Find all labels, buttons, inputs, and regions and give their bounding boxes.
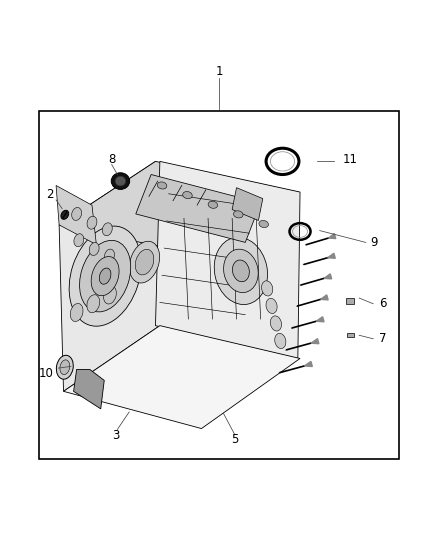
- Ellipse shape: [130, 241, 159, 283]
- Ellipse shape: [70, 303, 83, 321]
- Text: 8: 8: [108, 152, 115, 166]
- Polygon shape: [64, 326, 300, 429]
- Ellipse shape: [157, 182, 167, 189]
- Polygon shape: [232, 188, 263, 221]
- Ellipse shape: [72, 207, 81, 221]
- Polygon shape: [328, 233, 336, 239]
- Ellipse shape: [115, 176, 126, 186]
- Ellipse shape: [111, 173, 130, 189]
- Ellipse shape: [99, 268, 111, 284]
- Ellipse shape: [266, 298, 277, 313]
- Ellipse shape: [135, 249, 154, 275]
- Polygon shape: [316, 317, 324, 322]
- Text: 11: 11: [343, 152, 358, 166]
- Polygon shape: [136, 174, 261, 243]
- Polygon shape: [59, 161, 160, 391]
- Ellipse shape: [57, 356, 73, 379]
- Ellipse shape: [69, 226, 141, 326]
- Ellipse shape: [261, 281, 273, 296]
- Text: 3: 3: [113, 429, 120, 442]
- Polygon shape: [321, 295, 328, 300]
- Ellipse shape: [208, 201, 218, 208]
- Text: 7: 7: [379, 332, 387, 345]
- Polygon shape: [155, 161, 300, 359]
- Polygon shape: [74, 369, 104, 409]
- Polygon shape: [346, 298, 354, 304]
- Polygon shape: [347, 333, 354, 337]
- Ellipse shape: [91, 256, 119, 296]
- Ellipse shape: [74, 234, 84, 247]
- Ellipse shape: [275, 333, 286, 349]
- Text: 1: 1: [215, 65, 223, 78]
- Polygon shape: [304, 361, 312, 367]
- Ellipse shape: [183, 191, 192, 199]
- Polygon shape: [328, 253, 336, 259]
- Ellipse shape: [61, 211, 69, 220]
- Text: 10: 10: [39, 367, 53, 381]
- Text: 2: 2: [46, 188, 54, 201]
- Polygon shape: [311, 338, 319, 344]
- Ellipse shape: [102, 223, 112, 236]
- Ellipse shape: [270, 316, 282, 331]
- Bar: [39, 111, 399, 459]
- Text: 5: 5: [231, 433, 238, 446]
- Polygon shape: [59, 161, 298, 255]
- Polygon shape: [324, 274, 332, 279]
- Ellipse shape: [233, 260, 249, 282]
- Ellipse shape: [214, 237, 268, 304]
- Ellipse shape: [105, 249, 114, 262]
- Ellipse shape: [87, 295, 100, 313]
- Ellipse shape: [89, 243, 99, 255]
- Ellipse shape: [259, 221, 268, 228]
- Text: 6: 6: [379, 297, 387, 310]
- Text: 9: 9: [371, 236, 378, 249]
- Ellipse shape: [103, 286, 117, 304]
- Ellipse shape: [233, 211, 243, 218]
- Ellipse shape: [87, 216, 97, 229]
- Ellipse shape: [60, 360, 70, 375]
- Ellipse shape: [223, 249, 258, 293]
- Ellipse shape: [80, 240, 131, 312]
- Polygon shape: [56, 185, 96, 245]
